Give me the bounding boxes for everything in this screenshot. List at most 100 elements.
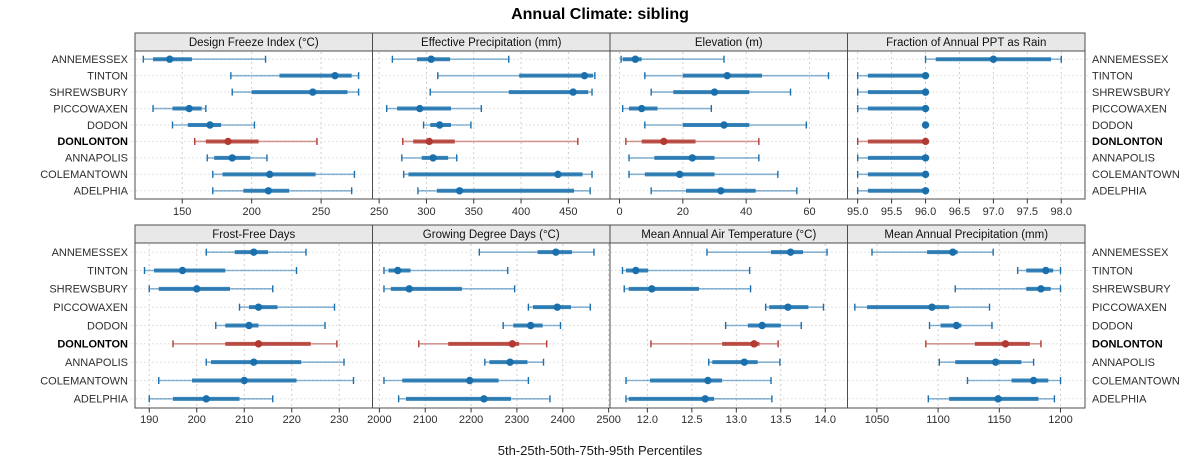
median-dot [193, 285, 201, 293]
axis-tick-label: 400 [512, 206, 530, 218]
axis-tick-label: 95.0 [847, 206, 868, 218]
median-dot [1037, 285, 1045, 293]
median-dot [254, 340, 263, 348]
median-dot [720, 121, 728, 129]
axis-tick-label: 2300 [505, 414, 529, 426]
site-label-right: DODON [1092, 120, 1133, 132]
site-label-left: TINTON [87, 265, 128, 277]
panel-title: Effective Precipitation (mm) [421, 37, 562, 49]
median-dot [425, 137, 433, 146]
site-label-right: ANNEMESSEX [1092, 247, 1169, 259]
median-dot [254, 303, 263, 311]
axis-tick-label: 200 [242, 206, 260, 218]
site-label-left: ANNEMESSEX [52, 54, 129, 66]
site-label-left: ANNAPOLIS [65, 153, 128, 165]
median-dot [723, 71, 731, 80]
median-dot [526, 321, 535, 330]
median-dot [480, 395, 488, 403]
axis-tick-label: 1100 [926, 414, 950, 426]
axis-tick-label: 2500 [596, 414, 620, 426]
median-dot [202, 395, 210, 403]
site-label-left: ANNEMESSEX [52, 247, 129, 259]
site-label-left: DONLONTON [57, 339, 128, 351]
axis-tick-label: 230 [330, 414, 348, 426]
axis-tick-label: 12.0 [637, 414, 658, 426]
axis-tick-label: 40 [740, 206, 752, 218]
axis-tick-label: 2100 [413, 414, 437, 426]
median-dot [416, 104, 424, 113]
median-dot [250, 248, 258, 256]
median-dot [228, 154, 236, 162]
median-dot [921, 170, 930, 179]
axis-tick-label: 95.5 [881, 206, 902, 218]
axis-tick-label: 2200 [459, 414, 483, 426]
panel-title: Growing Degree Days (°C) [423, 229, 560, 241]
median-dot [701, 395, 709, 403]
axis-tick-label: 450 [559, 206, 577, 218]
median-dot [660, 137, 668, 146]
median-dot [631, 55, 640, 63]
median-dot [1001, 340, 1010, 348]
median-dot [506, 358, 514, 366]
site-label-right: PICCOWAXEN [1092, 103, 1167, 115]
median-dot [224, 137, 232, 146]
median-dot [553, 303, 561, 311]
site-label-left: TINTON [87, 70, 128, 82]
site-label-right: DONLONTON [1092, 136, 1163, 148]
site-label-right: ANNEMESSEX [1092, 54, 1169, 66]
axis-tick-label: 2400 [551, 414, 575, 426]
median-dot [185, 104, 193, 113]
axis-tick-label: 12.5 [681, 414, 702, 426]
median-dot [394, 266, 402, 275]
site-label-right: ANNAPOLIS [1092, 153, 1155, 165]
panel-title: Mean Annual Precipitation (mm) [884, 229, 1048, 241]
axis-tick-label: 14.0 [815, 414, 836, 426]
median-dot [994, 395, 1002, 403]
axis-tick-label: 150 [173, 206, 191, 218]
median-dot [331, 71, 339, 80]
site-label-left: ADELPHIA [74, 394, 129, 406]
median-dot [1042, 266, 1050, 275]
axis-tick-label: 1200 [1048, 414, 1072, 426]
panel-title: Mean Annual Air Temperature (°C) [641, 229, 816, 241]
axis-tick-label: 300 [417, 206, 435, 218]
median-dot [921, 104, 930, 113]
axis-tick-label: 190 [140, 414, 158, 426]
site-label-left: DODON [87, 120, 128, 132]
site-label-left: PICCOWAXEN [53, 103, 128, 115]
median-dot [921, 121, 930, 129]
median-dot [240, 376, 248, 385]
median-dot [569, 88, 577, 96]
median-dot [455, 187, 464, 195]
site-label-right: SHREWSBURY [1092, 87, 1171, 99]
figure-title: Annual Climate: sibling [511, 6, 689, 23]
median-dot [750, 340, 758, 348]
site-label-left: ADELPHIA [74, 186, 129, 198]
panel-title: Design Freeze Index (°C) [189, 37, 319, 49]
site-label-right: PICCOWAXEN [1092, 302, 1167, 314]
site-label-left: DONLONTON [57, 136, 128, 148]
axis-tick-label: 1050 [865, 414, 889, 426]
median-dot [435, 121, 444, 129]
axis-tick-label: 13.0 [726, 414, 747, 426]
median-dot [632, 266, 640, 275]
median-dot [552, 248, 560, 256]
site-label-left: DODON [87, 320, 128, 332]
median-dot [921, 154, 930, 162]
axis-tick-label: 250 [370, 206, 388, 218]
axis-tick-label: 13.5 [770, 414, 791, 426]
median-dot [989, 55, 998, 63]
site-label-left: SHREWSBURY [49, 87, 128, 99]
axis-tick-label: 96.5 [949, 206, 970, 218]
site-label-left: ANNAPOLIS [65, 357, 128, 369]
axis-tick-label: 220 [283, 414, 301, 426]
site-label-right: TINTON [1092, 265, 1133, 277]
median-dot [786, 248, 795, 256]
median-dot [921, 187, 930, 195]
median-dot [1029, 376, 1038, 385]
median-dot [704, 376, 712, 385]
median-dot [245, 321, 253, 330]
median-dot [949, 248, 957, 256]
site-label-right: ANNAPOLIS [1092, 357, 1155, 369]
